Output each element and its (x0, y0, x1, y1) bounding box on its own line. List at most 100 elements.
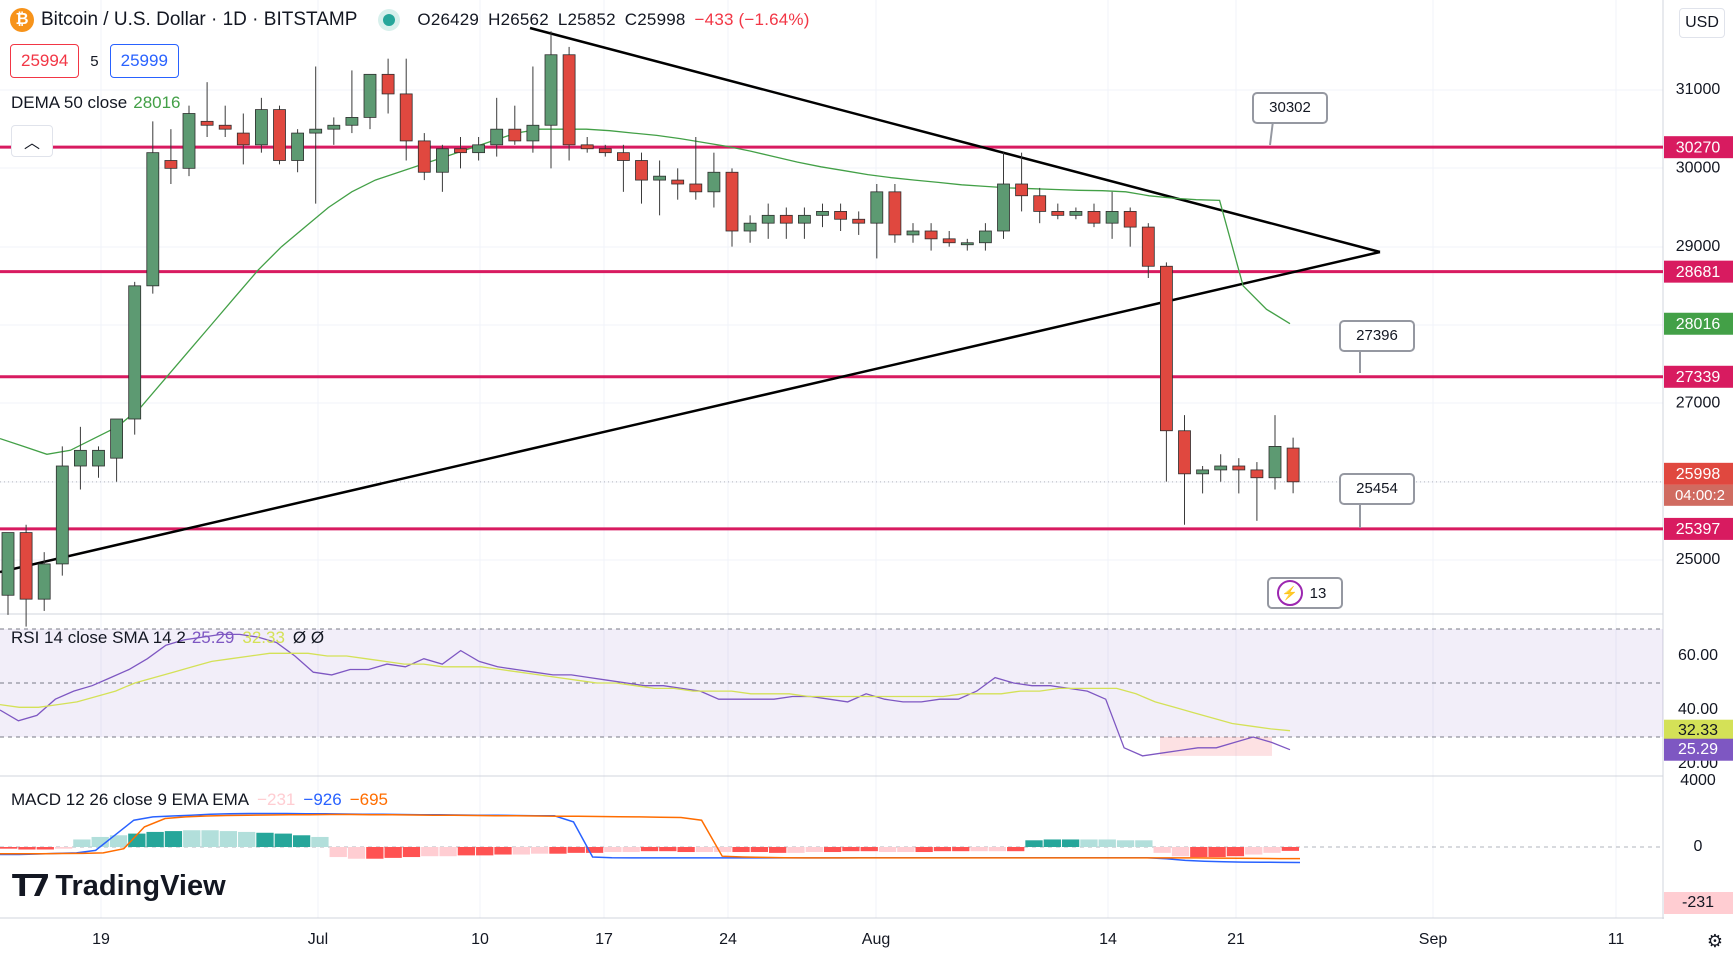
lightning-icon (1277, 580, 1303, 606)
bitcoin-icon: ₿ (10, 8, 34, 32)
candle-body (798, 214, 811, 224)
macd-histogram-bar (366, 847, 384, 859)
candle-body (1196, 469, 1209, 475)
macd-histogram-bar (842, 847, 860, 852)
candle-body (1160, 265, 1173, 432)
time-axis-tick: 10 (471, 931, 489, 948)
candle-body (942, 238, 956, 244)
gear-icon[interactable]: ⚙ (1706, 931, 1723, 951)
macd-legend[interactable]: MACD 12 26 close 9 EMA EMA −231 −926 −695 (11, 790, 388, 810)
price-tag (1664, 517, 1733, 540)
candle-body (164, 160, 178, 169)
callout-label: 30302 (1269, 99, 1311, 116)
macd-histogram-bar (1171, 847, 1190, 857)
candle-body (1033, 195, 1047, 212)
sell-button[interactable]: 25994 (10, 44, 80, 78)
time-axis-tick: Aug (862, 931, 890, 948)
macd-axis-tick: 4000 (1680, 772, 1716, 789)
time-axis-tick: Jul (308, 931, 328, 948)
macd-histogram-bar (0, 847, 18, 849)
rsi-axis-tick: 40.00 (1678, 701, 1718, 718)
macd-histogram-bar (677, 847, 695, 853)
chevron-up-icon: ︿ (23, 135, 40, 152)
price-tag-label: 30270 (1676, 139, 1721, 156)
collapse-legend-button[interactable]: ︿ (11, 125, 53, 157)
symbol-title[interactable]: Bitcoin / U.S. Dollar · 1D · BITSTAMP (41, 9, 358, 30)
candle-body (472, 144, 486, 154)
macd-histogram-bar (183, 830, 201, 847)
macd-histogram-bar (878, 847, 897, 853)
candle-body (544, 54, 558, 126)
macd-histogram-bar (549, 847, 567, 854)
candle-body (146, 152, 160, 287)
candle-body (182, 113, 196, 169)
countdown-label: 04:00:2 (1675, 487, 1725, 504)
rsi-value: 25.29 (191, 628, 235, 647)
macd-histogram-bar (1281, 847, 1299, 851)
macd-histogram-bar (1190, 847, 1208, 858)
currency-button[interactable]: USD (1679, 8, 1725, 38)
macd-histogram-bar (311, 836, 329, 847)
macd-histogram-bar (970, 847, 988, 852)
candle-body (327, 124, 341, 130)
candle-body (1232, 465, 1246, 471)
macd-histogram-bar (1098, 839, 1116, 847)
eye-icon[interactable] (383, 14, 396, 26)
macd-histogram-bar (732, 847, 750, 853)
callout-box (1339, 473, 1415, 505)
candle-body (743, 222, 757, 232)
candle-body (1123, 211, 1137, 228)
candle-body (689, 183, 703, 193)
macd-histogram-bar (823, 847, 842, 853)
macd-histogram-bar (238, 831, 256, 847)
macd-histogram-bar (384, 847, 402, 858)
macd-histogram-bar (494, 847, 512, 855)
candle-body (779, 214, 793, 224)
macd-histogram-bar (897, 847, 915, 853)
candle-body (870, 191, 884, 224)
buy-button[interactable]: 25999 (109, 44, 179, 78)
time-axis-tick: 24 (719, 931, 737, 948)
ohlc-change: −433 (−1.64%) (694, 10, 810, 29)
dema-value: 28016 (133, 93, 181, 112)
candle-body (37, 563, 51, 600)
tradingview-wordmark: TradingView (55, 870, 226, 902)
rsi-legend[interactable]: RSI 14 close SMA 14 2 25.29 32.33 Ø Ø (11, 628, 324, 648)
candle-body (55, 465, 69, 565)
tradingview-logo[interactable]: 𝗧𝟳 TradingView (12, 869, 226, 904)
dema-legend[interactable]: DEMA 50 close 28016 (11, 93, 181, 113)
candle-body (128, 285, 142, 420)
macd-histogram-bar (256, 832, 274, 847)
macd-histogram-bar (659, 847, 677, 852)
candle-body (526, 124, 540, 142)
macd-histogram-bar (512, 847, 530, 855)
macd-histogram-bar (695, 847, 714, 853)
callout-label: 27396 (1356, 327, 1398, 344)
price-axis-tick: 31000 (1676, 81, 1721, 98)
rsi-sma-tag (1664, 719, 1733, 742)
price-tag-label: 27339 (1676, 369, 1721, 386)
candle-body (1286, 447, 1300, 483)
spread-value: 5 (90, 52, 99, 70)
rsi-sma-tag-label: 32.33 (1678, 722, 1718, 739)
candle-body (309, 128, 323, 134)
candle-body (761, 214, 775, 224)
macd-histogram-bar (952, 847, 970, 852)
candle-body (345, 117, 359, 126)
macd-histogram-bar (787, 847, 805, 853)
callout-label: 25454 (1356, 480, 1398, 497)
macd-histogram-bar (1153, 847, 1171, 853)
macd-histogram-bar (1245, 847, 1263, 855)
macd-histogram-bar (201, 830, 219, 847)
candle-body (1051, 211, 1065, 216)
alert-count: 13 (1310, 585, 1327, 602)
candle-body (1015, 183, 1028, 197)
candle-body (816, 211, 829, 216)
candle-body (291, 132, 305, 161)
candle-body (74, 449, 87, 467)
candle-body (218, 124, 232, 130)
ohlc-values: O26429 H26562 L25852 C25998 −433 (−1.64%) (417, 10, 818, 30)
price-tag-label: 25998 (1676, 466, 1721, 483)
